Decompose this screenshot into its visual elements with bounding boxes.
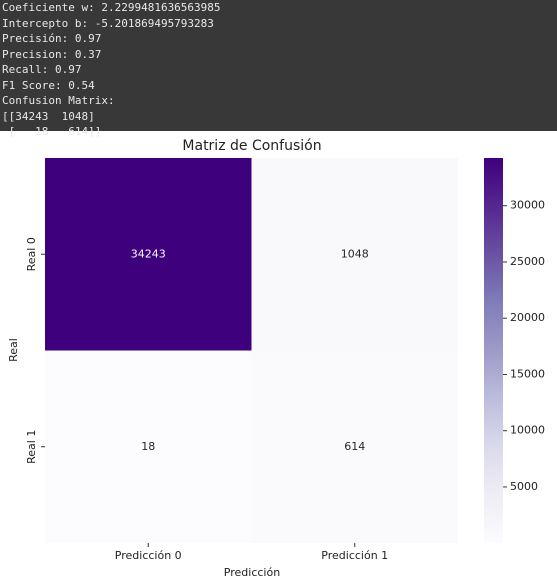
cell-label: 34243: [131, 247, 166, 260]
y-tick-label: Real 1: [25, 430, 38, 464]
heatmap-cell: [251, 158, 458, 351]
heatmap-cell: [45, 350, 252, 543]
colorbar-tick-label: 25000: [510, 255, 545, 268]
y-axis-label: Real: [7, 338, 20, 362]
colorbar: [484, 158, 503, 543]
x-tick-label: Predicción 1: [321, 549, 388, 562]
colorbar-tick-label: 20000: [510, 311, 545, 324]
colorbar-tick-label: 30000: [510, 199, 545, 212]
x-tick-label: Predicción 0: [115, 549, 182, 562]
colorbar-tick-label: 15000: [510, 367, 545, 380]
console-line: [[34243 1048]: [2, 109, 95, 123]
console-output: Coeficiente w: 2.2299481636563985 Interce…: [0, 0, 557, 138]
console-line: Intercepto b: -5.201869495793283: [2, 16, 214, 30]
console-line: [ 18 614]]: [2, 125, 102, 138]
console-line: F1 Score: 0.54: [2, 78, 95, 92]
console-line: Precision: 0.37: [2, 47, 102, 61]
heatmap-cell: [45, 158, 252, 351]
console-line: Confusion Matrix:: [2, 94, 115, 107]
cell-label: 614: [344, 440, 365, 453]
console-line: Coeficiente w: 2.2299481636563985: [2, 1, 221, 14]
chart: Matriz de Confusión Predicción Real 3424…: [7, 138, 545, 579]
heatmap-cell: [251, 350, 458, 543]
y-tick-label: Real 0: [25, 237, 38, 271]
console-line: Recall: 0.97: [2, 63, 82, 76]
x-axis-label: Predicción: [224, 566, 280, 579]
colorbar-tick-label: 10000: [510, 424, 545, 437]
cell-label: 18: [141, 440, 155, 453]
console-line: Precisión: 0.97: [2, 32, 102, 45]
chart-title: Matriz de Confusión: [182, 138, 321, 154]
colorbar-tick-label: 5000: [510, 480, 538, 493]
cell-label: 1048: [341, 247, 369, 260]
